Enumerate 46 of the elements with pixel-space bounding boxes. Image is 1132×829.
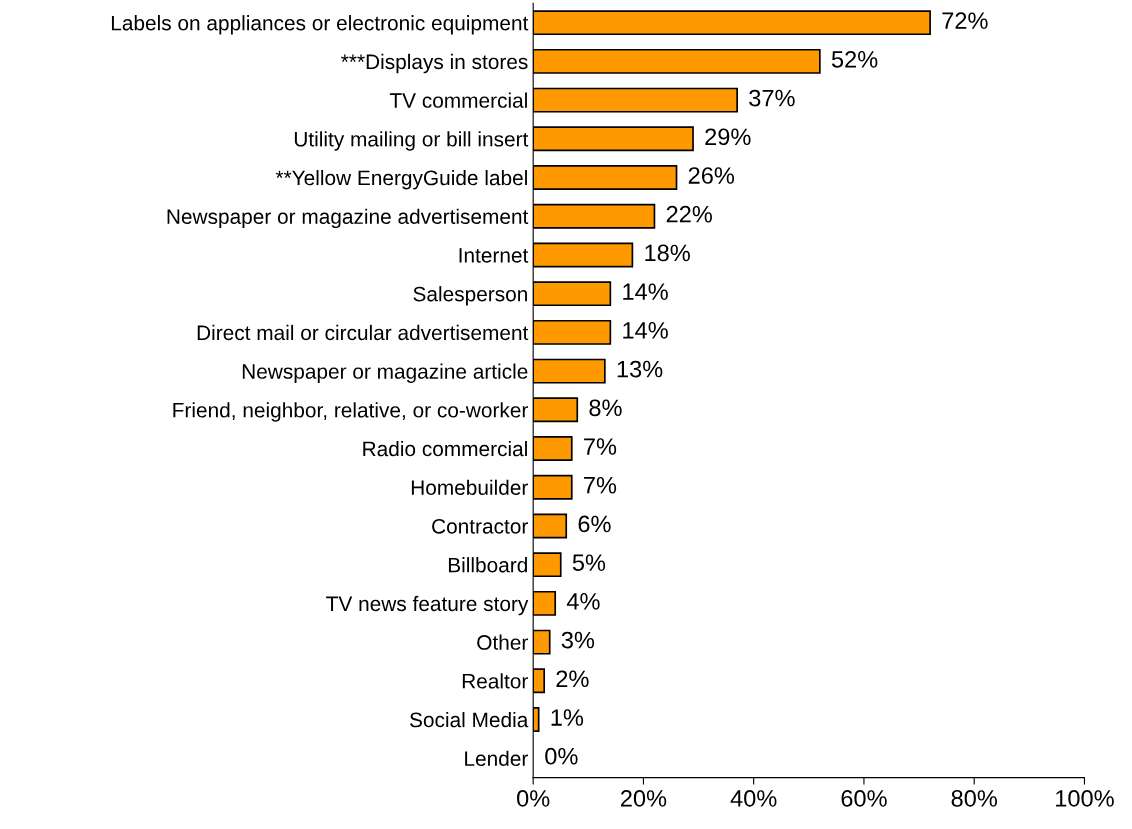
y-tick-label: Direct mail or circular advertisement [197, 324, 529, 341]
data-label: 13% [617, 360, 663, 378]
data-label: 1% [551, 709, 584, 726]
data-label: 8% [589, 399, 622, 417]
y-tick-label: Social Media [409, 711, 529, 728]
data-label: 22% [666, 205, 712, 223]
y-tick-label: **Yellow EnergyGuide label [275, 169, 527, 190]
data-label: 6% [578, 515, 611, 533]
y-tick-label: Salesperson [413, 286, 527, 306]
y-tick-label: Lender [465, 750, 528, 766]
data-label: 2% [556, 670, 589, 688]
y-tick-label: Billboard [448, 557, 527, 573]
data-label: 52% [831, 51, 878, 68]
y-tick-label: Labels on appliances or electronic equipment [111, 15, 529, 35]
x-tick-label: 0% [517, 790, 550, 807]
y-tick-label: Radio commercial [363, 440, 527, 457]
data-label: 18% [645, 244, 690, 262]
y-tick-label: Homebuilder [411, 479, 528, 495]
data-label: 0% [545, 747, 578, 765]
x-tick-label: 80% [951, 790, 997, 807]
data-label: 4% [566, 593, 600, 610]
data-label: 7% [584, 476, 617, 494]
y-tick-label: Internet [459, 248, 529, 263]
y-tick-label: TV news feature story [326, 595, 529, 616]
data-label: 72% [942, 12, 988, 29]
y-tick-label: Newspaper or magazine article [242, 363, 528, 383]
y-tick-label: Newspaper or magazine advertisement [167, 208, 529, 229]
data-label: 14% [623, 283, 668, 300]
y-tick-label: Utility mailing or bill insert [294, 131, 529, 151]
data-label: 14% [623, 322, 668, 339]
x-tick-label: 20% [620, 790, 667, 807]
y-tick-label: Realtor [462, 673, 528, 689]
data-label: 7% [584, 438, 617, 455]
data-label: 5% [572, 554, 606, 572]
x-tick-label: 100% [1056, 790, 1114, 807]
data-label: 37% [749, 89, 795, 107]
y-tick-label: Contractor [432, 518, 528, 534]
data-label: 26% [688, 167, 735, 184]
y-tick-label: Other [477, 634, 528, 650]
y-tick-label: TV commercial [389, 92, 527, 108]
x-tick-label: 40% [730, 790, 777, 807]
y-tick-label: Friend, neighbor, relative, or co-worker [173, 402, 528, 422]
data-label: 29% [705, 128, 751, 146]
data-label: 3% [561, 631, 595, 649]
x-tick-label: 60% [841, 790, 887, 807]
y-tick-label: ***Displays in stores [341, 53, 528, 74]
